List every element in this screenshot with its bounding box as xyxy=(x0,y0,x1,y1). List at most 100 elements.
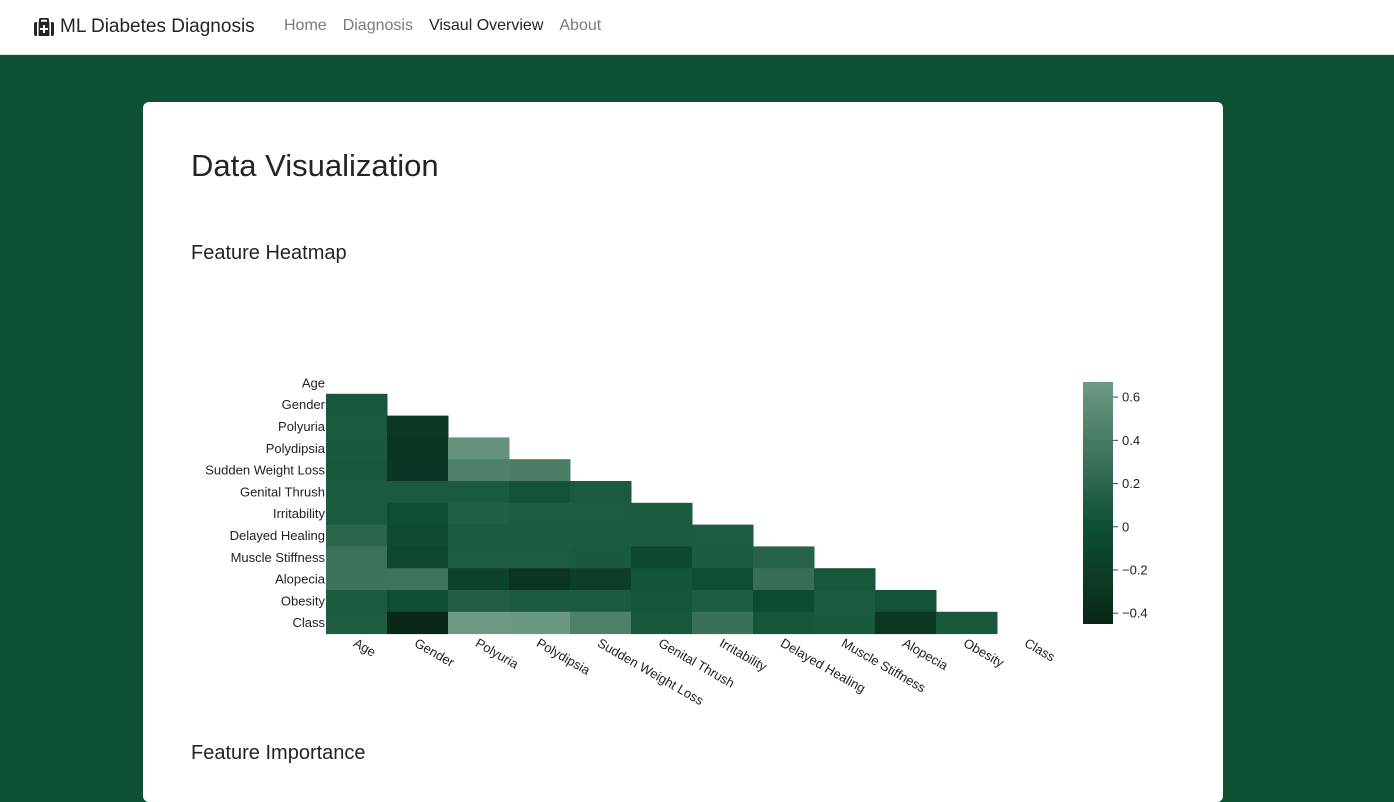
x-tick-label: Obesity xyxy=(961,635,1007,670)
nav-links: Home Diagnosis Visaul Overview About xyxy=(284,15,601,37)
heatmap-cell xyxy=(387,502,449,526)
heatmap-cell xyxy=(692,568,754,591)
y-tick-label: Age xyxy=(302,375,325,390)
heatmap-cell xyxy=(631,502,693,526)
heatmap-cell xyxy=(509,502,571,526)
y-tick-label: Polydipsia xyxy=(266,441,326,456)
heatmap-cell xyxy=(814,611,876,635)
colorbar-tick-label: −0.2 xyxy=(1122,562,1148,577)
heatmap-cell xyxy=(326,459,388,482)
heatmap-cell xyxy=(753,546,815,569)
medical-kit-icon xyxy=(34,18,54,36)
heatmap-cell xyxy=(326,481,388,504)
x-tick-label: Polyuria xyxy=(473,635,522,672)
nav-home[interactable]: Home xyxy=(284,17,327,34)
colorbar-tick-label: 0.4 xyxy=(1122,433,1140,448)
heatmap-cell xyxy=(387,590,449,613)
brand-link[interactable]: ML Diabetes Diagnosis xyxy=(34,15,255,39)
y-tick-label: Obesity xyxy=(281,593,326,608)
heatmap-cell xyxy=(570,568,632,591)
heatmap-cell xyxy=(570,611,632,635)
heatmap-cell xyxy=(387,546,449,569)
heatmap-cell xyxy=(631,568,693,591)
heatmap-cell xyxy=(448,459,510,482)
heatmap-cell xyxy=(326,437,388,460)
y-tick-label: Alopecia xyxy=(275,572,326,587)
heatmap-cell xyxy=(631,524,693,547)
heatmap-cell xyxy=(448,524,510,547)
heatmap-cell xyxy=(387,568,449,591)
content-card: Data Visualization Feature Heatmap Featu… xyxy=(143,102,1223,802)
heatmap-cell xyxy=(448,502,510,526)
heatmap-cell xyxy=(326,415,388,438)
y-tick-label: Genital Thrush xyxy=(240,484,325,499)
heatmap-cell xyxy=(509,590,571,613)
heatmap-cell xyxy=(753,611,815,635)
heatmap-cell xyxy=(509,546,571,569)
y-tick-label: Gender xyxy=(282,397,326,412)
heatmap-cell xyxy=(326,546,388,569)
heatmap-cell xyxy=(814,568,876,591)
navbar: ML Diabetes Diagnosis Home Diagnosis Vis… xyxy=(0,0,1394,55)
colorbar-tick-label: 0.2 xyxy=(1122,476,1140,491)
x-tick-label: Class xyxy=(1022,635,1058,664)
heatmap-cell xyxy=(448,481,510,504)
brand-title: ML Diabetes Diagnosis xyxy=(60,16,255,37)
heatmap-cell xyxy=(448,611,510,635)
heatmap-cell xyxy=(936,611,998,635)
x-tick-label: Age xyxy=(351,635,379,660)
heatmap-cell xyxy=(753,568,815,591)
heatmap-cell xyxy=(570,481,632,504)
heatmap-cell xyxy=(692,590,754,613)
heatmap-cell xyxy=(570,502,632,526)
heatmap-cell xyxy=(509,524,571,547)
x-tick-label: Irritability xyxy=(717,635,770,674)
heatmap-cell xyxy=(509,611,571,635)
heatmap-cell xyxy=(326,524,388,547)
heatmap-cell xyxy=(692,524,754,547)
x-tick-label: Sudden Weight Loss xyxy=(595,635,707,708)
nav-about[interactable]: About xyxy=(559,17,602,34)
heatmap-cell xyxy=(631,611,693,635)
y-tick-label: Polyuria xyxy=(278,419,326,434)
heatmap-cell xyxy=(570,546,632,569)
colorbar-tick-label: 0 xyxy=(1122,519,1129,534)
heatmap-cell xyxy=(387,611,449,635)
heatmap-cell xyxy=(814,590,876,613)
heatmap-cell xyxy=(387,524,449,547)
nav-visual-overview[interactable]: Visaul Overview xyxy=(428,17,544,34)
heatmap-cell xyxy=(326,502,388,526)
heatmap-cell xyxy=(448,437,510,460)
heatmap-cell xyxy=(509,568,571,591)
x-tick-label: Alopecia xyxy=(900,635,951,673)
heatmap-cell xyxy=(875,611,937,635)
heatmap-cell xyxy=(448,590,510,613)
colorbar xyxy=(1083,382,1113,624)
colorbar-tick-label: 0.6 xyxy=(1122,390,1140,405)
heatmap-cell xyxy=(631,546,693,569)
heatmap-cell xyxy=(387,459,449,482)
nav-diagnosis[interactable]: Diagnosis xyxy=(342,17,413,34)
y-tick-label: Delayed Healing xyxy=(230,528,325,543)
heatmap-cell xyxy=(326,393,388,417)
y-tick-label: Sudden Weight Loss xyxy=(205,463,325,478)
y-tick-label: Irritability xyxy=(273,506,326,521)
heatmap-cell xyxy=(570,524,632,547)
heatmap-cell xyxy=(875,590,937,613)
y-tick-label: Class xyxy=(292,615,325,630)
heatmap-cell xyxy=(692,546,754,569)
heatmap-cell xyxy=(387,415,449,438)
heatmap-cell xyxy=(448,546,510,569)
x-tick-label: Polydipsia xyxy=(534,635,593,678)
heatmap-cell xyxy=(448,568,510,591)
heatmap-cell xyxy=(509,481,571,504)
page-title: Data Visualization xyxy=(191,148,439,183)
heatmap-cell xyxy=(631,590,693,613)
heatmap-cell xyxy=(570,590,632,613)
heatmap-cell xyxy=(326,568,388,591)
heatmap-cell xyxy=(753,590,815,613)
heatmap-cell xyxy=(509,459,571,482)
y-tick-label: Muscle Stiffness xyxy=(231,550,326,565)
heatmap-cell xyxy=(326,590,388,613)
